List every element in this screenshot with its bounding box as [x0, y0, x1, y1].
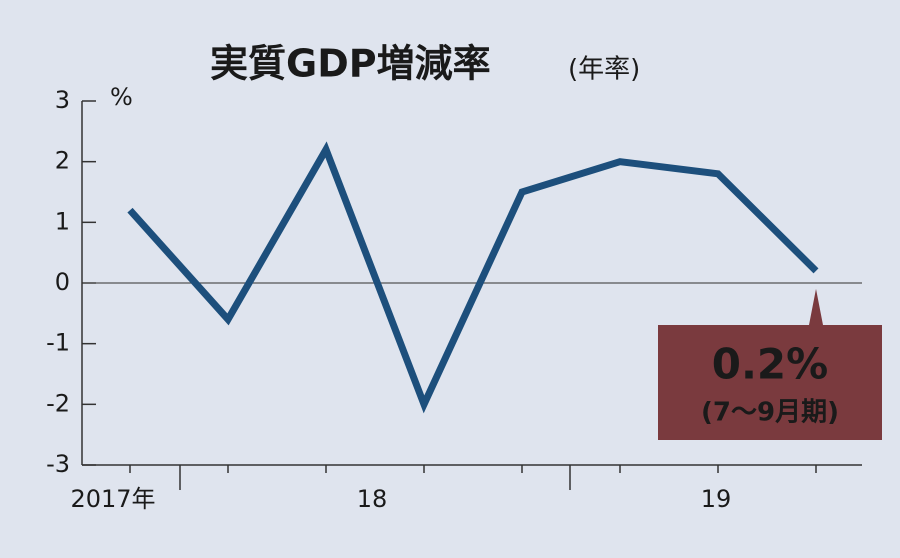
x-group-label: 19 [701, 485, 732, 513]
y-tick-label: 3 [55, 86, 70, 114]
callout-box [658, 288, 882, 440]
y-tick-label: 1 [55, 207, 70, 235]
chart-subtitle: (年率) [568, 55, 640, 85]
y-tick-label: 0 [55, 268, 70, 296]
line [127, 141, 819, 414]
x-group-label: 2017年 [70, 485, 155, 513]
y-tick-label: 2 [55, 147, 70, 175]
y-tick-label: -2 [46, 389, 70, 417]
y-tick-label: -1 [46, 329, 70, 357]
y-unit: % [110, 83, 133, 111]
annotation: (7～9月期) [701, 398, 839, 428]
chart-title: 実質GDP増減率 [210, 42, 491, 86]
y-tick-label: -3 [46, 450, 70, 478]
x-group-label: 18 [357, 485, 388, 513]
value-label: 0.2% [712, 340, 828, 389]
